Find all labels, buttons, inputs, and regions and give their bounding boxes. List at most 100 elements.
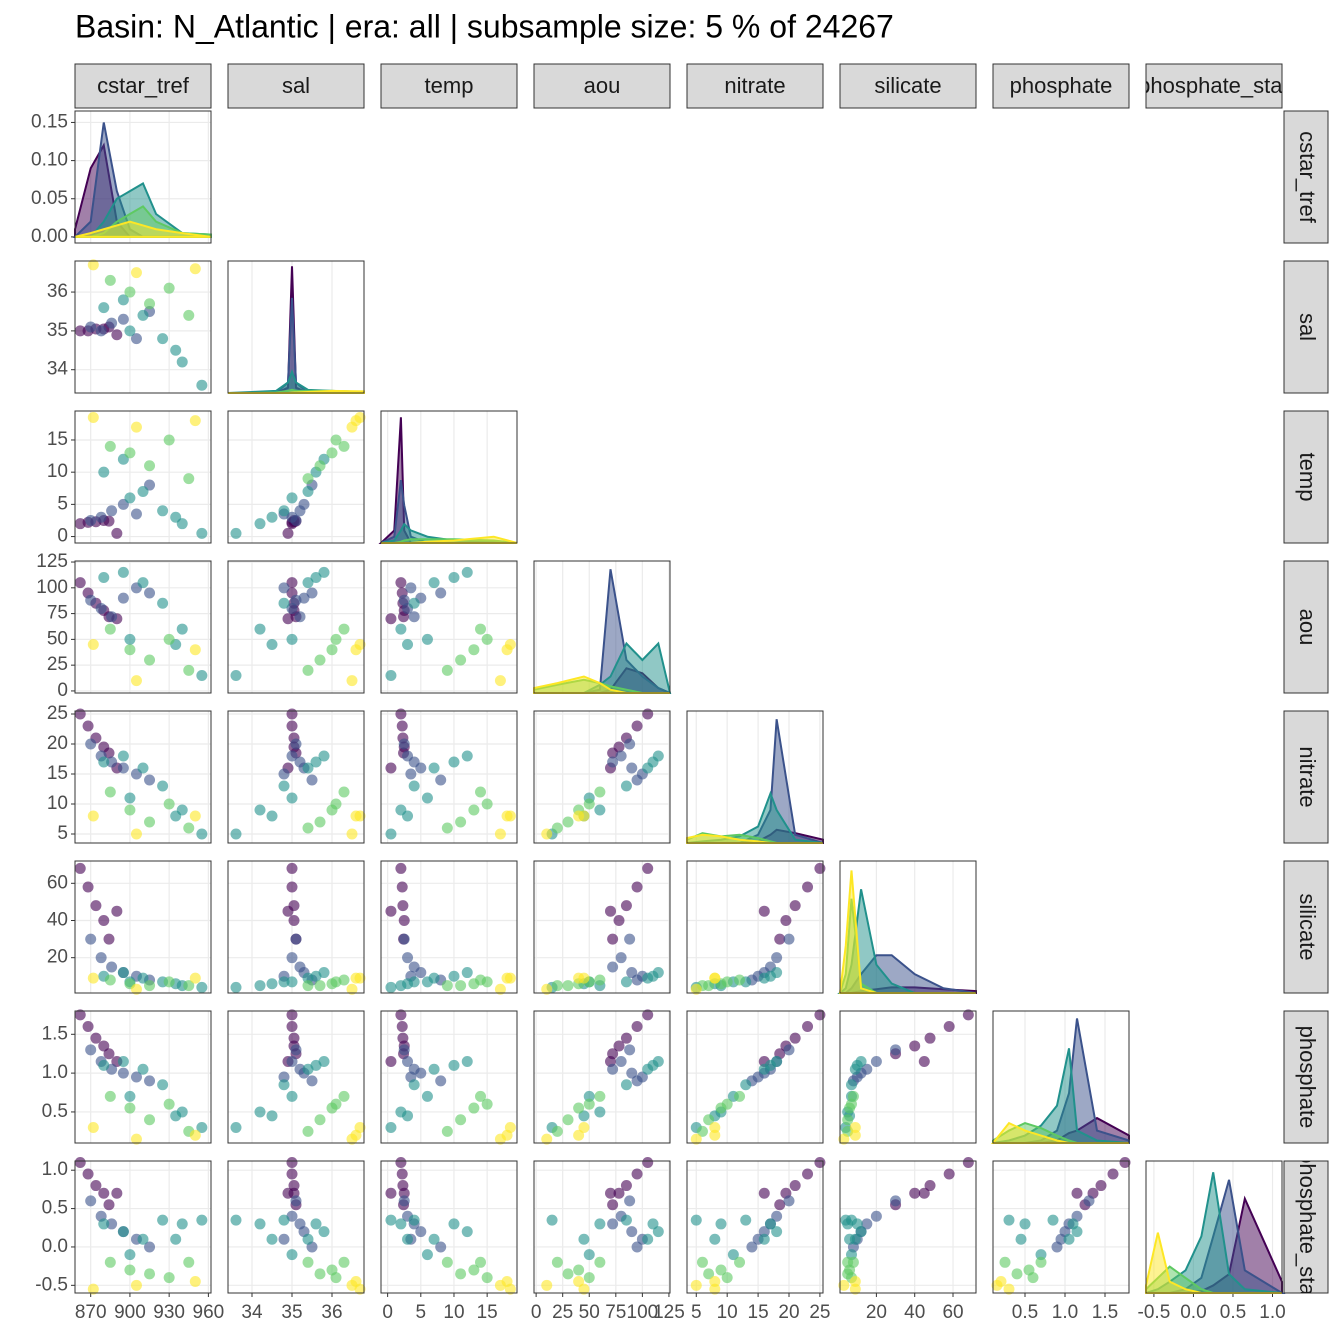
point [196,828,208,840]
point [402,1055,414,1067]
point [652,1226,664,1238]
point [642,1233,654,1245]
point [605,1187,616,1199]
point [468,1264,480,1276]
point [845,1098,857,1110]
point [189,1275,201,1287]
panel-border [74,860,212,994]
point [230,669,242,681]
point [385,828,397,840]
point [290,1044,302,1056]
point [594,804,606,816]
point [475,623,487,635]
panel [228,861,364,993]
point [163,1098,175,1110]
point [396,720,408,732]
point [501,1129,513,1141]
panel-border [227,560,365,694]
point [117,1055,129,1067]
point [652,967,664,979]
panel-border [686,860,824,994]
point [408,597,420,609]
x-tick-label: 5 [691,1302,702,1323]
point [103,933,115,945]
point [849,1283,861,1295]
panel-border [74,260,212,394]
point [85,594,97,606]
point [642,1009,654,1021]
point [104,274,116,286]
point [551,822,563,834]
point [196,669,208,681]
point [703,1268,715,1280]
x-tick-label: 0.0 [1180,1302,1206,1323]
point [254,1218,266,1230]
point [715,1264,727,1276]
point [396,1021,408,1033]
point [620,1032,632,1044]
point [918,1187,930,1199]
point [838,1133,850,1145]
point [266,810,278,822]
point [103,1048,115,1060]
point [758,1233,770,1245]
point [441,822,453,834]
point [318,1226,330,1238]
point [583,1272,595,1284]
strip [74,63,212,109]
point [117,294,129,306]
point [551,1125,563,1137]
point [302,822,314,834]
x-tick-label: 15 [477,1302,498,1323]
point [615,750,627,762]
strip-label: nitrate [724,73,785,98]
point [318,750,330,762]
point [607,756,619,768]
point [398,933,410,945]
point [455,1114,467,1126]
point [124,1249,136,1261]
point [254,518,266,530]
point [398,1195,410,1207]
point [1035,1256,1047,1268]
point [734,1090,746,1102]
point [137,577,149,589]
point [124,1090,136,1102]
point [170,511,182,523]
point [87,1121,99,1133]
strip [1283,1160,1329,1294]
point [721,1272,733,1284]
point [302,473,314,485]
point [278,597,290,609]
point [278,1079,290,1091]
panel-border [227,860,365,994]
point [176,623,188,635]
point [613,1187,625,1199]
point [278,976,290,988]
point [551,1256,563,1268]
point [583,1090,595,1102]
point [690,983,702,995]
point [468,978,480,990]
panel [534,711,670,843]
point [943,1021,955,1033]
point [943,1168,955,1180]
point [620,1079,632,1091]
x-tick-label: 0.5 [1220,1302,1246,1323]
point [189,972,201,984]
point [771,1210,783,1222]
strip [1283,110,1329,244]
point [98,1059,110,1071]
point [1095,1180,1107,1192]
point [583,1249,595,1261]
point [395,1218,407,1230]
point [455,816,467,828]
point [594,1218,606,1230]
y-tick-label: 25 [47,703,68,724]
point [455,1268,467,1280]
point [350,810,362,822]
point [117,313,129,325]
point [124,633,136,645]
panel-border [839,1010,977,1144]
point [468,804,480,816]
